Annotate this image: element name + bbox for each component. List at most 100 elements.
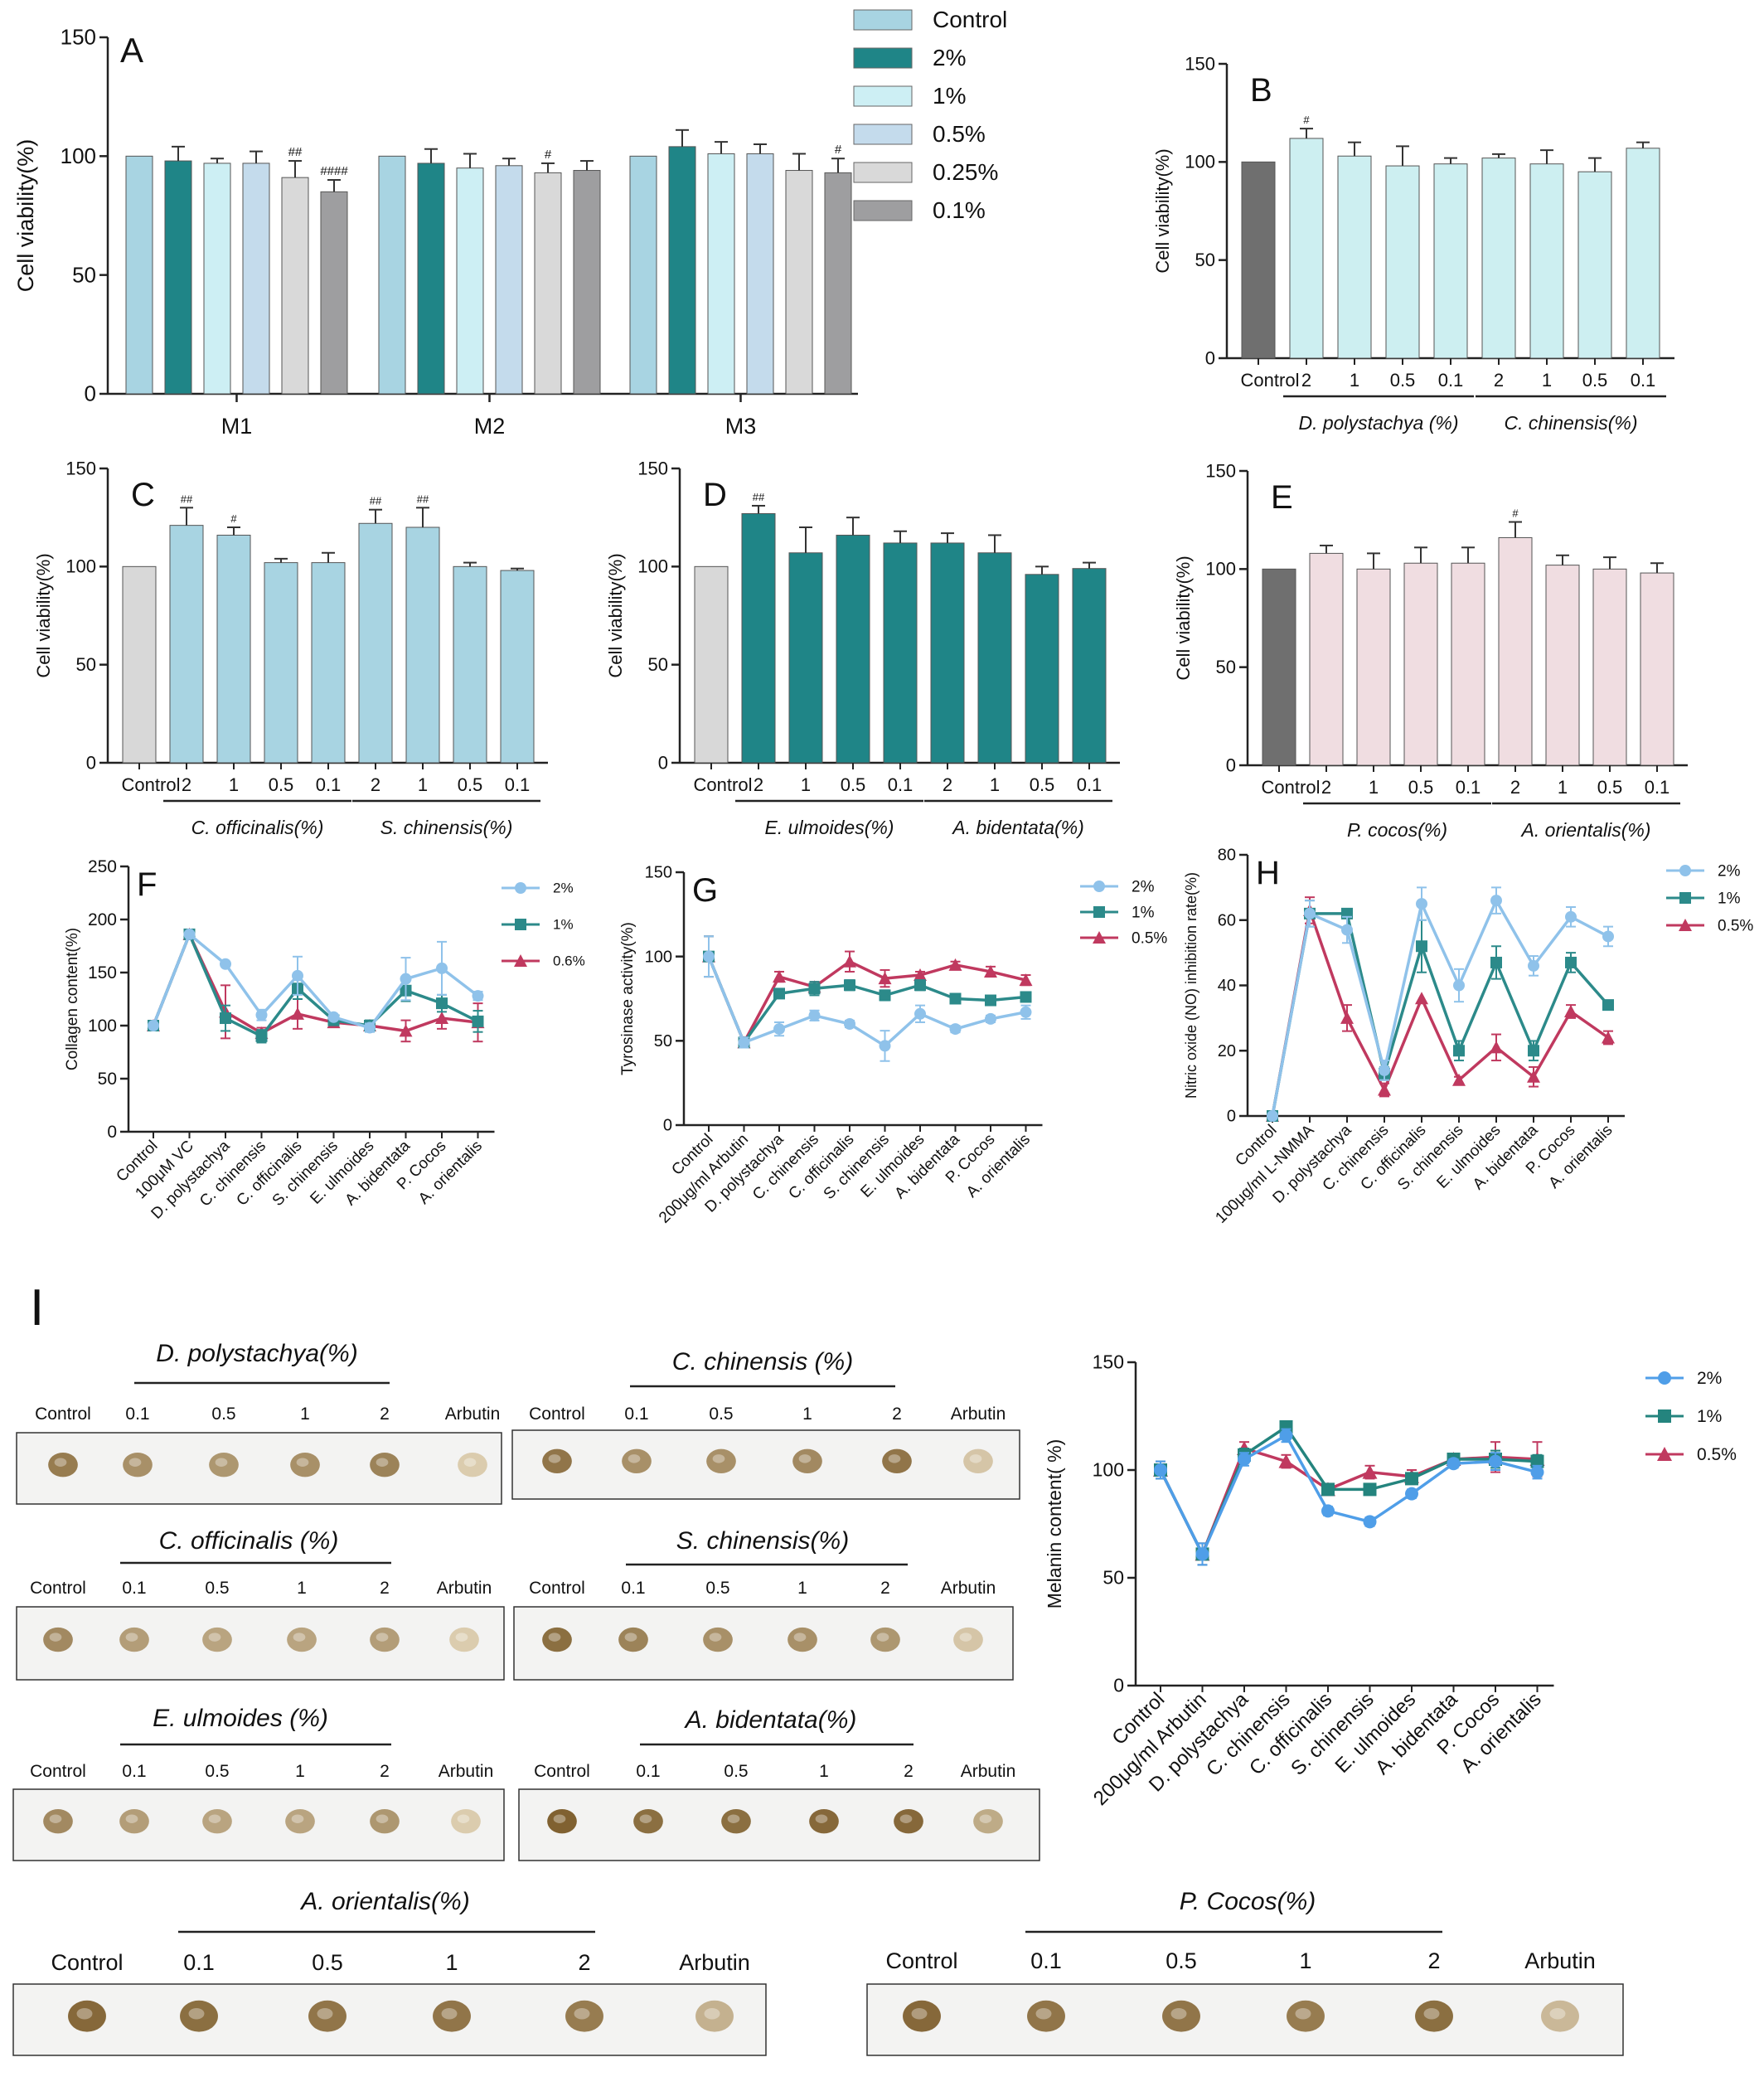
x-tick-label: 2	[1494, 370, 1504, 391]
data-point	[1528, 1045, 1539, 1057]
x-tick-label: 1	[229, 774, 239, 795]
legend-label: 1%	[553, 917, 574, 933]
y-tick-label: 50	[1216, 657, 1236, 677]
x-tick-label: 0.5	[1582, 370, 1608, 391]
y-tick-label: 100	[61, 143, 96, 168]
melanin-pellet	[285, 1809, 315, 1834]
bar	[1529, 163, 1564, 359]
legend-label: 0.5%	[1718, 917, 1753, 934]
series-line	[707, 956, 1026, 1046]
data-point	[738, 1036, 750, 1049]
bar	[405, 526, 440, 764]
plate-column-label: 2	[380, 1405, 390, 1424]
plate-photo-frame	[513, 1606, 1014, 1681]
plate-column-label: 1	[797, 1579, 807, 1598]
pellet-highlight	[628, 1454, 641, 1463]
bar	[785, 170, 813, 395]
data-point	[220, 1012, 231, 1025]
melanin-pellet	[894, 1809, 923, 1834]
melanin-pellet	[449, 1627, 479, 1652]
plate-column-label: 0.1	[636, 1762, 660, 1781]
melanin-pellet	[48, 1453, 78, 1477]
data-point	[773, 970, 786, 983]
panel-i-melanin-plates: I D. polystachya(%) Control 0.1 0.5 1 2 Arbutin…	[12, 1279, 1624, 2056]
plate-column-label: 0.1	[122, 1579, 146, 1598]
data-point	[255, 1009, 268, 1021]
pellet-highlight	[54, 1458, 67, 1467]
bar	[1025, 574, 1059, 764]
data-point	[1453, 979, 1465, 992]
melanin-pellet	[458, 1453, 487, 1477]
panel-label: G	[692, 872, 718, 909]
pellet-highlight	[959, 1633, 972, 1642]
plate-column-label: Arbutin	[951, 1405, 1006, 1424]
melanin-pellet	[1541, 2000, 1579, 2032]
melanin-pellet	[1027, 2000, 1065, 2032]
plate-column-label: 1	[445, 1950, 458, 1975]
x-tick-label: 1	[1558, 777, 1568, 798]
y-tick-label: 150	[61, 25, 96, 50]
x-tick-label: 0.1	[888, 774, 914, 795]
legend-swatch	[853, 85, 913, 107]
pellet-highlight	[293, 1633, 306, 1642]
data-point	[1340, 1011, 1354, 1024]
plate-title: E. ulmoides (%)	[153, 1705, 328, 1732]
bar	[378, 155, 406, 395]
pellet-highlight	[317, 2007, 333, 2020]
y-tick-label: 150	[1093, 1351, 1124, 1373]
data-point	[1154, 1463, 1167, 1477]
data-point	[1447, 1457, 1461, 1471]
pellet-highlight	[727, 1814, 740, 1823]
plate-column-label: Arbutin	[961, 1762, 1016, 1781]
data-point	[1020, 1006, 1032, 1018]
pellet-highlight	[441, 2007, 458, 2020]
x-tick-label: 0.5	[841, 774, 866, 795]
melanin-pellet	[202, 1627, 232, 1652]
pellet-highlight	[548, 1633, 561, 1642]
pellet-highlight	[376, 1458, 389, 1467]
pellet-highlight	[815, 1814, 828, 1823]
data-point	[914, 979, 926, 992]
bar	[1592, 568, 1627, 766]
data-point	[472, 1015, 484, 1027]
data-point	[949, 992, 962, 1005]
plate-column-label: Control	[51, 1950, 123, 1975]
melanin-plate: E. ulmoides (%) Control 0.1 0.5 1 2 Arbutin	[12, 1705, 505, 1861]
data-point	[985, 1012, 996, 1025]
data-point	[1341, 924, 1353, 936]
x-tick-label: 1	[1350, 370, 1359, 391]
legend-marker	[1093, 931, 1106, 944]
data-point	[1405, 1472, 1418, 1486]
bar	[456, 167, 484, 395]
melanin-pellet	[792, 1448, 822, 1474]
plate-column-label: 0.5	[709, 1405, 733, 1424]
bar	[824, 172, 852, 395]
data-point	[327, 1011, 340, 1023]
y-tick-label: 50	[1195, 250, 1215, 270]
pellet-highlight	[291, 1814, 304, 1823]
pellet-highlight	[376, 1633, 389, 1642]
plate-column-label: Control	[35, 1405, 91, 1424]
y-tick-label: 150	[645, 864, 672, 882]
x-tick-label: 0.1	[1645, 777, 1670, 798]
bar	[281, 177, 309, 395]
y-tick-label: 0	[663, 1117, 672, 1135]
y-tick-label: 50	[654, 1032, 672, 1050]
bar	[311, 562, 346, 764]
data-point	[472, 990, 484, 1002]
y-axis-label: Cell viability(%)	[1152, 148, 1173, 273]
y-tick-label: 150	[88, 963, 117, 982]
melanin-pellet	[809, 1809, 839, 1834]
y-tick-label: 50	[98, 1070, 117, 1089]
melanin-pellet	[1162, 2000, 1200, 2032]
data-point	[1020, 991, 1032, 1003]
data-point	[1278, 1453, 1294, 1468]
pellet-highlight	[215, 1458, 228, 1467]
legend-label: 2%	[1718, 862, 1741, 880]
bar	[1577, 171, 1612, 359]
pellet-highlight	[463, 1458, 477, 1467]
data-point	[1530, 1454, 1544, 1468]
melanin-pellet	[703, 1627, 733, 1652]
plate-column-label: 1	[297, 1579, 307, 1598]
